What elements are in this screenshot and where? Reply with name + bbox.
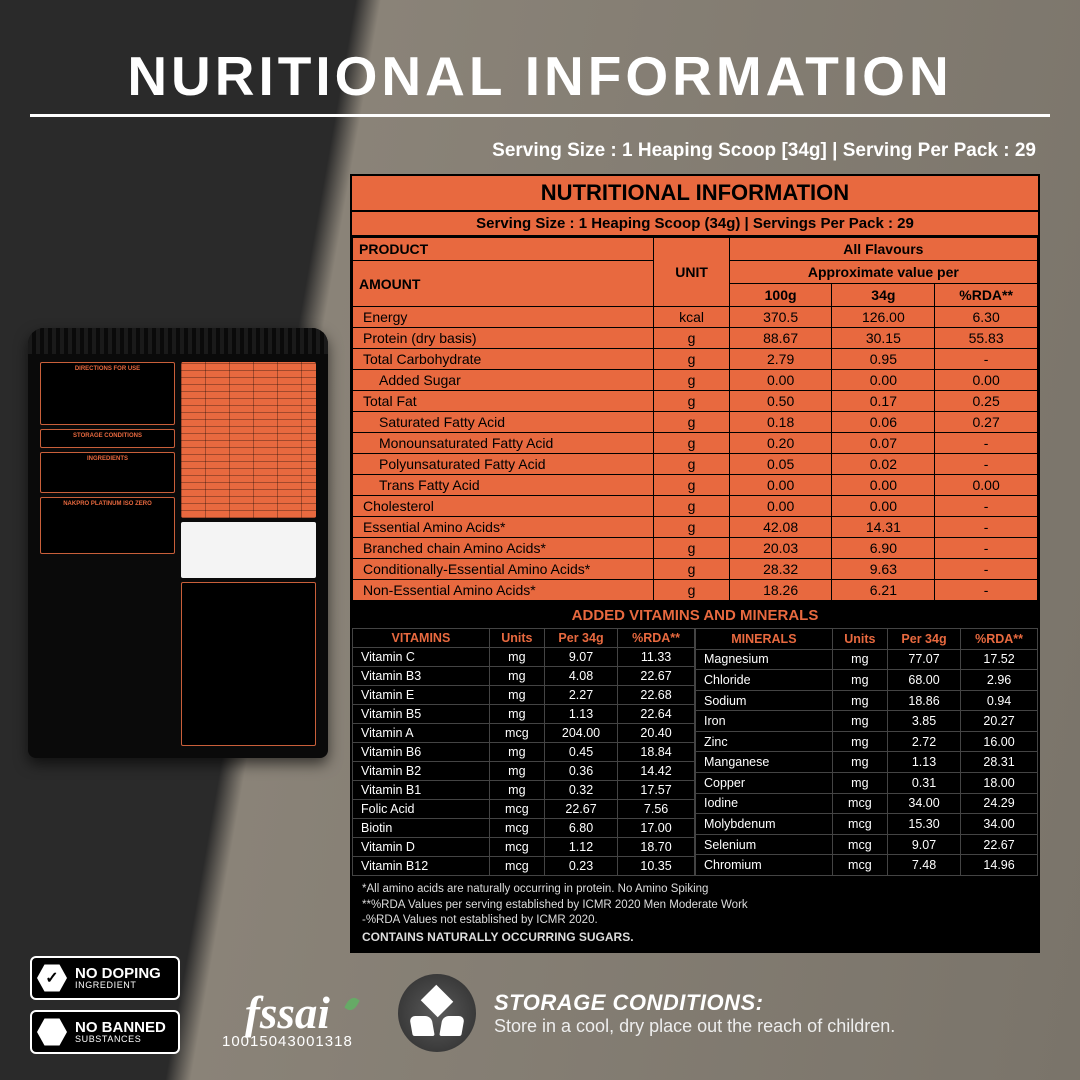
badge-no-banned: NO BANNEDSUBSTANCES	[30, 1010, 180, 1054]
page-title: NURITIONAL INFORMATION	[30, 44, 1050, 117]
col-100g: 100g	[729, 284, 832, 307]
table-row: Folic Acidmcg22.677.56	[353, 800, 695, 819]
table-row: Total Carbohydrateg2.790.95-	[353, 349, 1038, 370]
product-pouch: DIRECTIONS FOR USE STORAGE CONDITIONS IN…	[28, 328, 328, 758]
fssai-block: fssai 10015043001318	[222, 993, 353, 1051]
table-row: Monounsaturated Fatty Acidg0.200.07-	[353, 433, 1038, 454]
table-row: Branched chain Amino Acids*g20.036.90-	[353, 538, 1038, 559]
nutrition-panel: NUTRITIONAL INFORMATION Serving Size : 1…	[350, 174, 1040, 953]
table-row: Vitamin Emg2.2722.68	[353, 686, 695, 705]
table-row: Vitamin Amcg204.0020.40	[353, 724, 695, 743]
table-row: Zincmg2.7216.00	[696, 731, 1038, 752]
storage-block: STORAGE CONDITIONS: Store in a cool, dry…	[398, 974, 1050, 1052]
vcol-vitamins: VITAMINS	[353, 629, 490, 648]
panel-header: NUTRITIONAL INFORMATION	[352, 176, 1038, 212]
minerals-table: MINERALS Units Per 34g %RDA** Magnesiumm…	[695, 628, 1038, 876]
table-row: Chromiummcg7.4814.96	[696, 855, 1038, 876]
col-34g: 34g	[832, 284, 935, 307]
serving-size-top: Serving Size : 1 Heaping Scoop [34g] | S…	[492, 140, 1036, 162]
table-row: Polyunsaturated Fatty Acidg0.050.02-	[353, 454, 1038, 475]
mcol-rda: %RDA**	[961, 629, 1038, 650]
table-row: Vitamin B5mg1.1322.64	[353, 705, 695, 724]
badge1-line2: INGREDIENT	[75, 981, 161, 990]
table-row: Vitamin B12mcg0.2310.35	[353, 857, 695, 876]
nutrition-table: PRODUCT UNIT All Flavours AMOUNT Approxi…	[352, 237, 1038, 601]
mcol-per34: Per 34g	[887, 629, 960, 650]
storage-text: Store in a cool, dry place out the reach…	[494, 1016, 895, 1037]
table-row: Biotinmcg6.8017.00	[353, 819, 695, 838]
vitamins-table: VITAMINS Units Per 34g %RDA** Vitamin Cm…	[352, 628, 695, 876]
table-row: Coppermg0.3118.00	[696, 773, 1038, 794]
table-row: Vitamin B2mg0.3614.42	[353, 762, 695, 781]
table-row: Molybdenummcg15.3034.00	[696, 814, 1038, 835]
hexagon-icon	[37, 1017, 67, 1047]
table-row: Cholesterolg0.000.00-	[353, 496, 1038, 517]
table-row: Ironmg3.8520.27	[696, 711, 1038, 732]
vcol-per34: Per 34g	[544, 629, 617, 648]
cert-badges: ✓ NO DOPINGINGREDIENT NO BANNEDSUBSTANCE…	[30, 956, 180, 1054]
badge-no-doping: ✓ NO DOPINGINGREDIENT	[30, 956, 180, 1000]
badge1-line1: NO DOPING	[75, 966, 161, 981]
col-product: PRODUCT	[353, 238, 654, 261]
vcol-rda: %RDA**	[618, 629, 695, 648]
vcol-units: Units	[489, 629, 544, 648]
col-approx: Approximate value per	[729, 261, 1037, 284]
table-row: Non-Essential Amino Acids*g18.266.21-	[353, 580, 1038, 601]
mcol-minerals: MINERALS	[696, 629, 833, 650]
table-row: Sodiummg18.860.94	[696, 690, 1038, 711]
table-row: Chloridemg68.002.96	[696, 670, 1038, 691]
fssai-logo: fssai	[222, 993, 353, 1034]
table-row: Conditionally-Essential Amino Acids*g28.…	[353, 559, 1038, 580]
check-icon: ✓	[37, 963, 67, 993]
badge2-line2: SUBSTANCES	[75, 1035, 166, 1044]
table-row: Vitamin B1mg0.3217.57	[353, 781, 695, 800]
table-row: Vitamin Cmg9.0711.33	[353, 648, 695, 667]
table-row: Energykcal370.5126.006.30	[353, 307, 1038, 328]
table-row: Magnesiummg77.0717.52	[696, 649, 1038, 670]
table-row: Added Sugarg0.000.000.00	[353, 370, 1038, 391]
leaf-icon	[344, 995, 360, 1012]
table-row: Vitamin B3mg4.0822.67	[353, 667, 695, 686]
table-row: Protein (dry basis)g88.6730.1555.83	[353, 328, 1038, 349]
panel-subheader: Serving Size : 1 Heaping Scoop (34g) | S…	[352, 212, 1038, 237]
table-row: Trans Fatty Acidg0.000.000.00	[353, 475, 1038, 496]
table-row: Vitamin B6mg0.4518.84	[353, 743, 695, 762]
storage-icon	[398, 974, 476, 1052]
table-row: Iodinemcg34.0024.29	[696, 793, 1038, 814]
table-row: Manganesemg1.1328.31	[696, 752, 1038, 773]
col-rda: %RDA**	[935, 284, 1038, 307]
footnotes: *All amino acids are naturally occurring…	[352, 876, 1038, 951]
table-row: Saturated Fatty Acidg0.180.060.27	[353, 412, 1038, 433]
badge2-line1: NO BANNED	[75, 1020, 166, 1035]
table-row: Seleniummcg9.0722.67	[696, 834, 1038, 855]
col-allflavours: All Flavours	[729, 238, 1037, 261]
table-row: Essential Amino Acids*g42.0814.31-	[353, 517, 1038, 538]
col-unit: UNIT	[654, 238, 729, 307]
col-amount: AMOUNT	[353, 261, 654, 307]
storage-heading: STORAGE CONDITIONS:	[494, 990, 895, 1016]
table-row: Total Fatg0.500.170.25	[353, 391, 1038, 412]
mcol-units: Units	[832, 629, 887, 650]
vitamins-header: ADDED VITAMINS AND MINERALS	[352, 601, 1038, 628]
table-row: Vitamin Dmcg1.1218.70	[353, 838, 695, 857]
